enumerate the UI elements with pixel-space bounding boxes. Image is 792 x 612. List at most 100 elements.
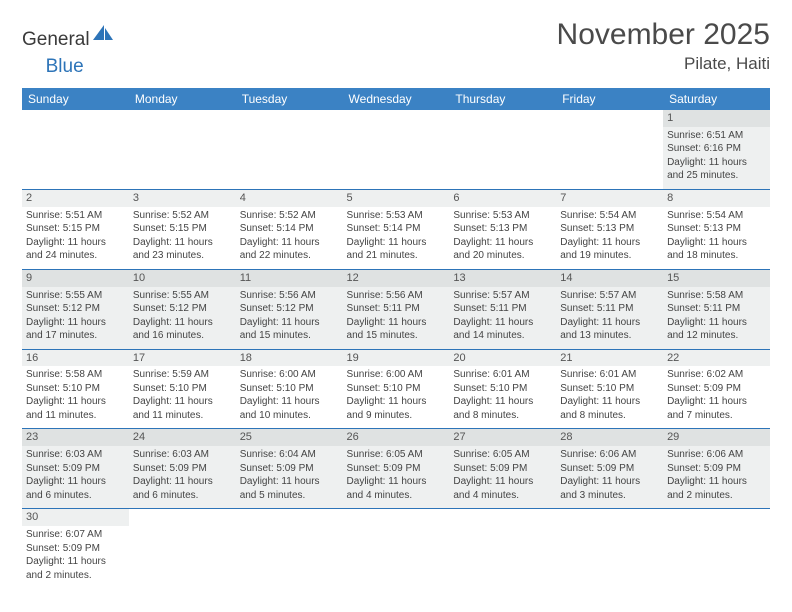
sunrise-text: Sunrise: 5:57 AM (453, 289, 552, 303)
weekday-header: Saturday (663, 88, 770, 110)
calendar-day-cell: 6 Sunrise: 5:53 AMSunset: 5:13 PMDaylight… (449, 189, 556, 269)
daylight-text: Daylight: 11 hours (667, 236, 766, 250)
day-number: 8 (663, 190, 770, 207)
sunrise-text: Sunrise: 5:59 AM (133, 368, 232, 382)
day-number: 9 (22, 270, 129, 287)
sunset-text: Sunset: 5:10 PM (240, 382, 339, 396)
sunrise-text: Sunrise: 6:02 AM (667, 368, 766, 382)
month-title: November 2025 (557, 18, 770, 52)
calendar-day-cell (22, 110, 129, 189)
sunrise-text: Sunrise: 6:07 AM (26, 528, 125, 542)
sunrise-text: Sunrise: 5:51 AM (26, 209, 125, 223)
calendar-day-cell: 21Sunrise: 6:01 AMSunset: 5:10 PMDayligh… (556, 349, 663, 429)
daylight-text: and 15 minutes. (240, 329, 339, 343)
weekday-header: Tuesday (236, 88, 343, 110)
sunrise-text: Sunrise: 6:01 AM (560, 368, 659, 382)
daylight-text: Daylight: 11 hours (667, 395, 766, 409)
daylight-text: Daylight: 11 hours (453, 316, 552, 330)
daylight-text: and 23 minutes. (133, 249, 232, 263)
daylight-text: Daylight: 11 hours (347, 395, 446, 409)
daylight-text: Daylight: 11 hours (667, 475, 766, 489)
daylight-text: and 22 minutes. (240, 249, 339, 263)
day-number: 19 (343, 350, 450, 367)
daylight-text: and 6 minutes. (133, 489, 232, 503)
sunset-text: Sunset: 5:13 PM (453, 222, 552, 236)
sunset-text: Sunset: 5:09 PM (240, 462, 339, 476)
day-number: 30 (22, 509, 129, 526)
calendar-day-cell: 28Sunrise: 6:06 AMSunset: 5:09 PMDayligh… (556, 429, 663, 509)
calendar-day-cell: 4Sunrise: 5:52 AMSunset: 5:14 PMDaylight… (236, 189, 343, 269)
daylight-text: Daylight: 11 hours (240, 475, 339, 489)
calendar-day-cell: 23Sunrise: 6:03 AMSunset: 5:09 PMDayligh… (22, 429, 129, 509)
sunrise-text: Sunrise: 6:03 AM (26, 448, 125, 462)
day-number: 1 (663, 110, 770, 127)
sunset-text: Sunset: 5:12 PM (26, 302, 125, 316)
daylight-text: Daylight: 11 hours (133, 236, 232, 250)
daylight-text: Daylight: 11 hours (347, 475, 446, 489)
calendar-day-cell: 19Sunrise: 6:00 AMSunset: 5:10 PMDayligh… (343, 349, 450, 429)
day-number: 11 (236, 270, 343, 287)
sunset-text: Sunset: 5:11 PM (667, 302, 766, 316)
daylight-text: and 12 minutes. (667, 329, 766, 343)
weekday-header: Monday (129, 88, 236, 110)
sunset-text: Sunset: 5:09 PM (560, 462, 659, 476)
daylight-text: and 24 minutes. (26, 249, 125, 263)
daylight-text: and 4 minutes. (347, 489, 446, 503)
calendar-day-cell: 9Sunrise: 5:55 AMSunset: 5:12 PMDaylight… (22, 269, 129, 349)
daylight-text: and 11 minutes. (26, 409, 125, 423)
daylight-text: and 11 minutes. (133, 409, 232, 423)
calendar-week-row: 23Sunrise: 6:03 AMSunset: 5:09 PMDayligh… (22, 429, 770, 509)
daylight-text: Daylight: 11 hours (26, 236, 125, 250)
day-number: 29 (663, 429, 770, 446)
daylight-text: Daylight: 11 hours (453, 236, 552, 250)
sunset-text: Sunset: 5:12 PM (240, 302, 339, 316)
day-number: 21 (556, 350, 663, 367)
sunrise-text: Sunrise: 5:55 AM (133, 289, 232, 303)
sunset-text: Sunset: 5:12 PM (133, 302, 232, 316)
calendar-day-cell: 16Sunrise: 5:58 AMSunset: 5:10 PMDayligh… (22, 349, 129, 429)
sunset-text: Sunset: 5:09 PM (347, 462, 446, 476)
day-number: 10 (129, 270, 236, 287)
calendar-day-cell: 1Sunrise: 6:51 AMSunset: 6:16 PMDaylight… (663, 110, 770, 189)
calendar-day-cell: 25Sunrise: 6:04 AMSunset: 5:09 PMDayligh… (236, 429, 343, 509)
daylight-text: Daylight: 11 hours (560, 316, 659, 330)
sunrise-text: Sunrise: 6:01 AM (453, 368, 552, 382)
daylight-text: Daylight: 11 hours (560, 475, 659, 489)
sunrise-text: Sunrise: 5:53 AM (453, 209, 552, 223)
calendar-day-cell: 27Sunrise: 6:05 AMSunset: 5:09 PMDayligh… (449, 429, 556, 509)
calendar-day-cell: 5Sunrise: 5:53 AMSunset: 5:14 PMDaylight… (343, 189, 450, 269)
location: Pilate, Haiti (557, 54, 770, 74)
daylight-text: and 9 minutes. (347, 409, 446, 423)
daylight-text: and 8 minutes. (453, 409, 552, 423)
weekday-header-row: Sunday Monday Tuesday Wednesday Thursday… (22, 88, 770, 110)
sunrise-text: Sunrise: 6:00 AM (240, 368, 339, 382)
sunset-text: Sunset: 5:10 PM (347, 382, 446, 396)
sunset-text: Sunset: 5:13 PM (560, 222, 659, 236)
day-number: 4 (236, 190, 343, 207)
sunrise-text: Sunrise: 5:52 AM (133, 209, 232, 223)
sunset-text: Sunset: 5:11 PM (560, 302, 659, 316)
calendar-day-cell: 15Sunrise: 5:58 AMSunset: 5:11 PMDayligh… (663, 269, 770, 349)
sunset-text: Sunset: 5:09 PM (453, 462, 552, 476)
daylight-text: Daylight: 11 hours (240, 236, 339, 250)
calendar-day-cell (129, 509, 236, 588)
weekday-header: Wednesday (343, 88, 450, 110)
calendar-day-cell (129, 110, 236, 189)
sunset-text: Sunset: 5:09 PM (667, 462, 766, 476)
daylight-text: Daylight: 11 hours (26, 395, 125, 409)
day-number: 17 (129, 350, 236, 367)
daylight-text: Daylight: 11 hours (667, 316, 766, 330)
day-number: 18 (236, 350, 343, 367)
daylight-text: Daylight: 11 hours (347, 236, 446, 250)
calendar-day-cell: 18Sunrise: 6:00 AMSunset: 5:10 PMDayligh… (236, 349, 343, 429)
sail-icon (92, 24, 114, 42)
sunrise-text: Sunrise: 5:54 AM (560, 209, 659, 223)
daylight-text: and 25 minutes. (667, 169, 766, 183)
day-number: 6 (449, 190, 556, 207)
calendar-day-cell: 24Sunrise: 6:03 AMSunset: 5:09 PMDayligh… (129, 429, 236, 509)
day-number: 5 (343, 190, 450, 207)
calendar-day-cell (449, 509, 556, 588)
daylight-text: Daylight: 11 hours (560, 395, 659, 409)
sunset-text: Sunset: 5:09 PM (26, 462, 125, 476)
day-number: 26 (343, 429, 450, 446)
